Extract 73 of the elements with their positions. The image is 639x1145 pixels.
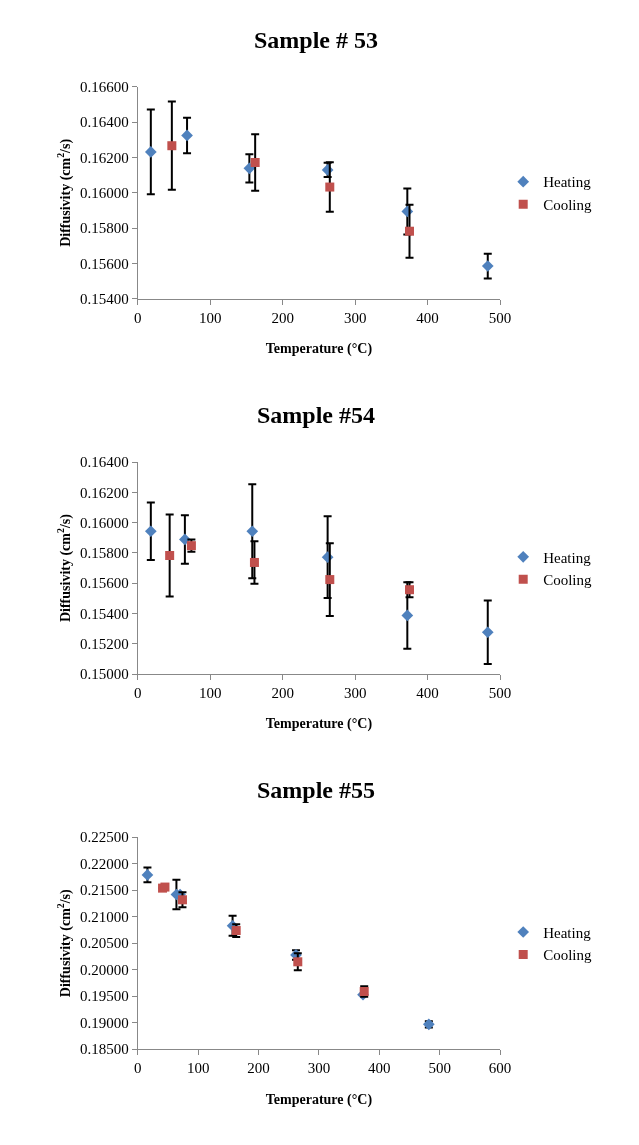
point bbox=[401, 609, 414, 622]
y-tick-label: 0.19000 bbox=[80, 1015, 129, 1031]
y-tick-label: 0.16600 bbox=[80, 79, 129, 96]
point bbox=[249, 557, 259, 567]
point bbox=[481, 626, 494, 639]
legend-label: Heating bbox=[543, 549, 592, 566]
y-tick-label: 0.18500 bbox=[80, 1041, 129, 1058]
y-tick-label: 0.15400 bbox=[80, 291, 129, 308]
y-tick-label: 0.19500 bbox=[80, 988, 129, 1005]
x-tick-label: 0 bbox=[134, 1060, 142, 1077]
x-tick-label: 500 bbox=[488, 309, 512, 326]
y-tick-label: 0.16400 bbox=[80, 454, 129, 471]
legend-label: Heating bbox=[543, 174, 592, 191]
x-tick-label: 0 bbox=[134, 685, 142, 702]
y-tick-label: 0.16200 bbox=[80, 484, 129, 501]
x-tick-label: 300 bbox=[307, 1060, 331, 1077]
point bbox=[325, 182, 335, 192]
x-axis-title: Temperature (°C) bbox=[265, 341, 373, 358]
y-tick-label: 0.22000 bbox=[80, 856, 129, 872]
x-tick-label: 400 bbox=[416, 685, 439, 702]
x-tick-label: 500 bbox=[428, 1060, 451, 1077]
y-tick-label: 0.20500 bbox=[80, 935, 129, 952]
y-tick-label: 0.16000 bbox=[80, 185, 129, 202]
x-tick-label: 400 bbox=[416, 309, 439, 326]
y-tick-label: 0.16200 bbox=[80, 149, 129, 166]
point bbox=[177, 895, 187, 905]
x-tick-label: 200 bbox=[247, 1060, 270, 1077]
point bbox=[481, 260, 494, 272]
x-tick-label: 200 bbox=[271, 309, 294, 326]
y-tick-label: 0.16400 bbox=[80, 114, 129, 131]
point bbox=[246, 525, 259, 538]
point bbox=[293, 957, 303, 967]
point bbox=[405, 585, 414, 595]
y-tick-label: 0.15600 bbox=[80, 575, 129, 592]
x-axis-title: Temperature (°C) bbox=[265, 1091, 373, 1108]
x-tick-label: 300 bbox=[343, 309, 367, 326]
point bbox=[144, 146, 157, 158]
x-tick-label: 300 bbox=[343, 685, 367, 702]
y-tick-label: 0.15800 bbox=[80, 545, 129, 562]
y-tick-label: 0.20000 bbox=[80, 962, 129, 978]
chart-title: Sample #54 bbox=[257, 402, 376, 428]
y-tick-label: 0.15200 bbox=[80, 636, 129, 653]
x-tick-label: 100 bbox=[198, 685, 222, 702]
point bbox=[144, 525, 157, 538]
point bbox=[181, 129, 193, 142]
x-tick-label: 0 bbox=[134, 309, 142, 326]
point bbox=[250, 157, 260, 167]
legend-label: Cooling bbox=[543, 947, 593, 964]
y-tick-label: 0.21500 bbox=[80, 882, 129, 899]
x-tick-label: 100 bbox=[186, 1060, 210, 1077]
y-tick-label: 0.16000 bbox=[80, 514, 129, 531]
legend-label: Heating bbox=[543, 924, 592, 941]
legend-label: Cooling bbox=[543, 572, 593, 589]
y-tick-label: 0.15800 bbox=[80, 220, 129, 237]
y-tick-label: 0.15600 bbox=[80, 255, 129, 272]
x-tick-label: 200 bbox=[271, 685, 294, 702]
legend-label: Cooling bbox=[543, 196, 593, 213]
y-tick-label: 0.15000 bbox=[80, 666, 129, 683]
point bbox=[243, 162, 256, 175]
y-tick-label: 0.22500 bbox=[80, 829, 129, 846]
chart-title: Sample # 53 bbox=[254, 27, 379, 53]
point bbox=[165, 551, 175, 560]
x-tick-label: 100 bbox=[198, 309, 222, 326]
chart-title: Sample #55 bbox=[257, 777, 376, 803]
point bbox=[167, 141, 177, 151]
y-tick-label: 0.21000 bbox=[80, 909, 129, 925]
y-tick-label: 0.15400 bbox=[80, 605, 129, 622]
x-tick-label: 600 bbox=[488, 1060, 512, 1077]
point bbox=[325, 575, 335, 585]
x-tick-label: 400 bbox=[368, 1060, 391, 1077]
x-axis-title: Temperature (°C) bbox=[265, 716, 373, 733]
point bbox=[405, 226, 414, 236]
x-tick-label: 500 bbox=[488, 685, 512, 702]
